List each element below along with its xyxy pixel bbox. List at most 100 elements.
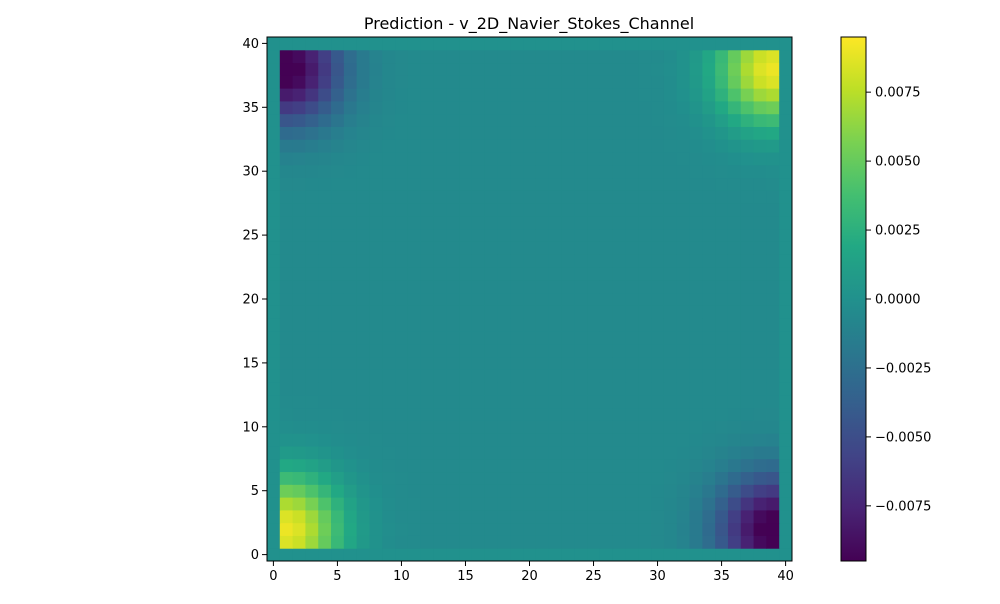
heatmap-cell <box>343 484 358 498</box>
heatmap-cell <box>497 267 511 281</box>
heatmap-cell <box>382 37 396 51</box>
heatmap-cell <box>395 343 409 358</box>
heatmap-cell <box>535 458 550 473</box>
heatmap-cell <box>497 433 511 447</box>
heatmap-cell <box>753 177 767 191</box>
heatmap-cell <box>471 75 486 89</box>
heatmap-cell <box>356 433 370 447</box>
heatmap-cell <box>292 548 306 562</box>
heatmap-cell <box>484 292 498 306</box>
heatmap-cell <box>407 228 422 242</box>
heatmap-cell <box>753 330 767 345</box>
heatmap-cell <box>292 126 306 140</box>
heatmap-cell <box>638 254 652 268</box>
heatmap-cell <box>663 62 678 76</box>
heatmap-cell <box>612 139 627 153</box>
heatmap-cell <box>395 420 409 434</box>
heatmap-cell <box>305 458 319 473</box>
heatmap-cell <box>318 164 332 179</box>
heatmap-cell <box>689 190 703 204</box>
heatmap-cell <box>740 356 755 370</box>
heatmap-cell <box>766 37 780 51</box>
heatmap-cell <box>574 152 588 166</box>
heatmap-cell <box>727 420 742 434</box>
heatmap-cell <box>535 369 550 383</box>
heatmap-cell <box>446 164 460 179</box>
heatmap-cell <box>779 100 793 115</box>
heatmap-cell <box>331 445 345 460</box>
heatmap-cell <box>740 254 755 268</box>
heatmap-cell <box>740 177 755 191</box>
heatmap-cell <box>535 548 550 562</box>
heatmap-cell <box>676 356 691 370</box>
heatmap-cell <box>433 126 447 140</box>
heatmap-cell <box>267 484 281 498</box>
heatmap-cell <box>587 433 601 447</box>
heatmap-cell <box>740 407 755 421</box>
heatmap-cell <box>318 152 332 166</box>
heatmap-cell <box>625 394 639 409</box>
heatmap-cell <box>279 228 294 242</box>
heatmap-cell <box>599 88 614 102</box>
heatmap-cell <box>420 458 434 473</box>
heatmap-cell <box>727 62 742 76</box>
heatmap-cell <box>740 305 755 319</box>
heatmap-cell <box>612 88 627 102</box>
heatmap-cell <box>292 509 306 524</box>
heatmap-cell <box>471 382 486 396</box>
heatmap-cell <box>766 139 780 153</box>
heatmap-cell <box>446 75 460 89</box>
heatmap-cell <box>433 382 447 396</box>
heatmap-cell <box>279 267 294 281</box>
heatmap-cell <box>433 471 447 485</box>
heatmap-cell <box>420 484 434 498</box>
heatmap-cell <box>471 458 486 473</box>
heatmap-cell <box>305 497 319 511</box>
heatmap-cell <box>548 522 563 536</box>
heatmap-cell <box>267 522 281 536</box>
heatmap-cell <box>753 356 767 370</box>
heatmap-cell <box>651 126 665 140</box>
heatmap-cell <box>510 382 524 396</box>
heatmap-cell <box>471 254 486 268</box>
heatmap-cell <box>561 497 575 511</box>
heatmap-cell <box>548 37 563 51</box>
heatmap-cell <box>407 509 422 524</box>
heatmap-cell <box>279 292 294 306</box>
heatmap-cell <box>535 267 550 281</box>
heatmap-cell <box>702 267 716 281</box>
heatmap-cell <box>676 484 691 498</box>
heatmap-cell <box>484 126 498 140</box>
heatmap-cell <box>318 88 332 102</box>
heatmap-cell <box>689 330 703 345</box>
heatmap-cell <box>548 471 563 485</box>
heatmap-cell <box>574 164 588 179</box>
heatmap-cell <box>510 407 524 421</box>
heatmap-cell <box>420 177 434 191</box>
heatmap-cell <box>740 292 755 306</box>
heatmap-cell <box>267 241 281 255</box>
heatmap-cell <box>535 228 550 242</box>
heatmap-cell <box>407 458 422 473</box>
heatmap-cell <box>267 139 281 153</box>
heatmap-cell <box>395 49 409 64</box>
heatmap-cell <box>356 113 370 127</box>
heatmap-cell <box>753 471 767 485</box>
heatmap-cell <box>638 369 652 383</box>
heatmap-cell <box>395 318 409 332</box>
heatmap-cell <box>292 471 306 485</box>
heatmap-cell <box>420 88 434 102</box>
heatmap-cell <box>587 509 601 524</box>
heatmap-cell <box>292 292 306 306</box>
x-tick-label: 0 <box>269 569 277 584</box>
heatmap-cell <box>638 279 652 294</box>
heatmap-cell <box>407 241 422 255</box>
heatmap-cell <box>689 267 703 281</box>
heatmap-cell <box>599 445 614 460</box>
heatmap-cell <box>548 267 563 281</box>
heatmap-cell <box>535 62 550 76</box>
heatmap-cell <box>715 228 729 242</box>
heatmap-cell <box>484 267 498 281</box>
heatmap-cell <box>343 37 358 51</box>
heatmap-cell <box>305 318 319 332</box>
